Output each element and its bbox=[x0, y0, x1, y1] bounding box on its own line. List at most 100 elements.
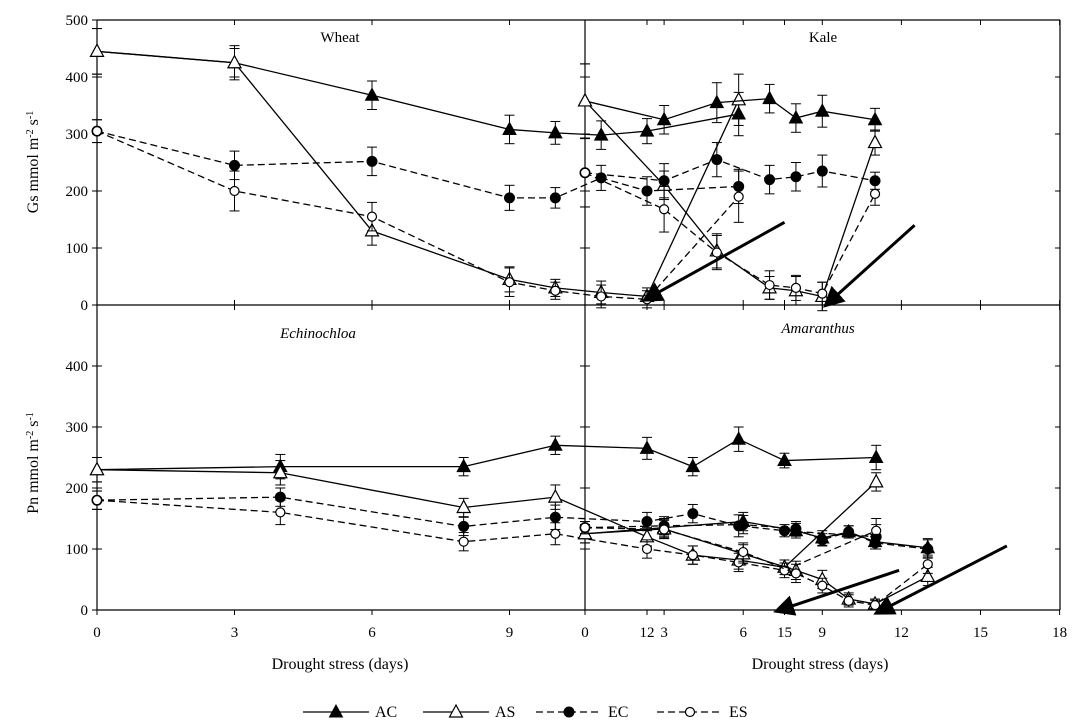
x-tick-label: 15 bbox=[973, 625, 988, 641]
panel-title: Amaranthus bbox=[780, 321, 855, 337]
data-point-es bbox=[658, 524, 670, 535]
x-tick-label: 15 bbox=[777, 625, 792, 641]
data-point-es bbox=[550, 528, 561, 539]
series-as bbox=[577, 519, 936, 610]
x-tick-label: 12 bbox=[640, 625, 655, 641]
data-point-es bbox=[458, 536, 469, 547]
data-point-es bbox=[91, 495, 103, 506]
y-axis-label-bottom: Pn mmol m-2 s-1 bbox=[25, 412, 43, 514]
data-point-es bbox=[229, 185, 240, 197]
panels: Wheat Kale Echinochloa Amaranthus bbox=[89, 28, 1008, 616]
data-point-ec bbox=[737, 519, 749, 531]
y-tick-label-bottom: 300 bbox=[66, 420, 89, 436]
legend-item-ac: AC bbox=[303, 703, 397, 721]
y-tick-label-bottom: 200 bbox=[66, 481, 89, 497]
series-line-ec bbox=[96, 130, 739, 199]
data-point-es bbox=[738, 546, 749, 558]
data-point-ac bbox=[788, 109, 804, 124]
data-point-ac bbox=[814, 103, 830, 117]
data-point-ec bbox=[922, 543, 934, 555]
x-tick-label: 3 bbox=[660, 625, 668, 641]
data-point-ac bbox=[639, 440, 655, 454]
data-point-as bbox=[868, 473, 884, 488]
y-tick-label-bottom: 100 bbox=[66, 542, 89, 558]
data-point-ec bbox=[764, 174, 776, 186]
data-point-es bbox=[658, 204, 670, 215]
data-point-ec bbox=[869, 537, 881, 549]
series-line-ac bbox=[584, 97, 876, 121]
data-point-es bbox=[366, 211, 378, 222]
series-ec bbox=[579, 514, 934, 559]
data-point-ac bbox=[639, 123, 655, 137]
data-point-es bbox=[764, 279, 775, 291]
x-tick-label: 0 bbox=[581, 625, 589, 641]
data-point-ec bbox=[779, 525, 790, 537]
series-es bbox=[91, 490, 882, 579]
x-tick-label: 9 bbox=[819, 625, 827, 641]
x-tick-label: 9 bbox=[506, 625, 514, 641]
legend-marker bbox=[684, 706, 696, 718]
data-point-ac bbox=[456, 458, 472, 473]
data-point-es bbox=[733, 191, 744, 202]
data-point-ac bbox=[685, 458, 701, 473]
data-point-es bbox=[91, 126, 103, 137]
x-tick-label: 3 bbox=[231, 625, 239, 641]
axis-texts: Gs mmol m-2 s-1 Pn mmol m-2 s-1 Drought … bbox=[25, 111, 889, 673]
data-point-es bbox=[817, 288, 828, 299]
legend-label: ES bbox=[729, 704, 748, 721]
data-point-as bbox=[920, 568, 936, 583]
series-line-ec bbox=[584, 158, 876, 182]
data-point-as bbox=[456, 499, 472, 514]
panel-title: Wheat bbox=[320, 30, 360, 46]
legend-label: EC bbox=[608, 704, 628, 721]
data-point-es bbox=[504, 277, 515, 288]
data-point-ac bbox=[867, 111, 883, 126]
annotation-arrow bbox=[641, 221, 786, 302]
data-point-ac bbox=[364, 87, 380, 101]
data-point-ec bbox=[641, 185, 653, 197]
data-point-as bbox=[226, 54, 243, 69]
data-point-ec bbox=[641, 516, 653, 528]
data-point-ac bbox=[547, 124, 563, 139]
y-tick-label-bottom: 400 bbox=[66, 359, 89, 375]
legend-marker bbox=[448, 703, 464, 718]
data-point-ec bbox=[843, 526, 855, 538]
series-line-ec bbox=[96, 496, 877, 538]
data-point-ec bbox=[366, 155, 378, 167]
legend-marker bbox=[328, 703, 344, 718]
data-point-es bbox=[922, 559, 933, 570]
panel-title: Kale bbox=[809, 30, 838, 46]
data-point-es bbox=[579, 522, 591, 533]
data-point-ec bbox=[229, 159, 240, 171]
series-line-es bbox=[584, 172, 876, 295]
data-point-es bbox=[843, 595, 854, 606]
data-point-ec bbox=[816, 165, 828, 177]
data-point-ec bbox=[658, 175, 670, 187]
series-as bbox=[89, 457, 884, 576]
data-point-ac bbox=[547, 437, 563, 451]
data-point-ac bbox=[502, 121, 517, 135]
y-tick-label-top: 0 bbox=[81, 298, 89, 314]
annotation-arrow bbox=[823, 224, 916, 308]
x-axis-label-left: Drought stress (days) bbox=[272, 656, 409, 673]
series-ac bbox=[577, 63, 883, 139]
legend: AC AS EC ES bbox=[303, 703, 748, 721]
series-ac bbox=[89, 426, 884, 483]
data-point-ac bbox=[709, 94, 725, 109]
y-tick-label-top: 400 bbox=[66, 70, 89, 86]
data-point-es bbox=[550, 285, 561, 296]
data-point-es bbox=[596, 291, 607, 302]
series-es bbox=[91, 119, 744, 309]
panel-title: Echinochloa bbox=[279, 326, 356, 342]
data-point-as bbox=[547, 488, 563, 503]
data-point-es bbox=[790, 282, 802, 293]
data-point-as bbox=[731, 91, 747, 106]
data-point-es bbox=[579, 167, 591, 178]
data-point-es bbox=[687, 549, 698, 561]
data-point-as bbox=[89, 461, 105, 476]
series-line-as bbox=[96, 50, 740, 298]
data-point-ac bbox=[656, 111, 672, 126]
panel-top-right: Kale bbox=[577, 30, 916, 312]
data-point-ac bbox=[593, 127, 609, 141]
